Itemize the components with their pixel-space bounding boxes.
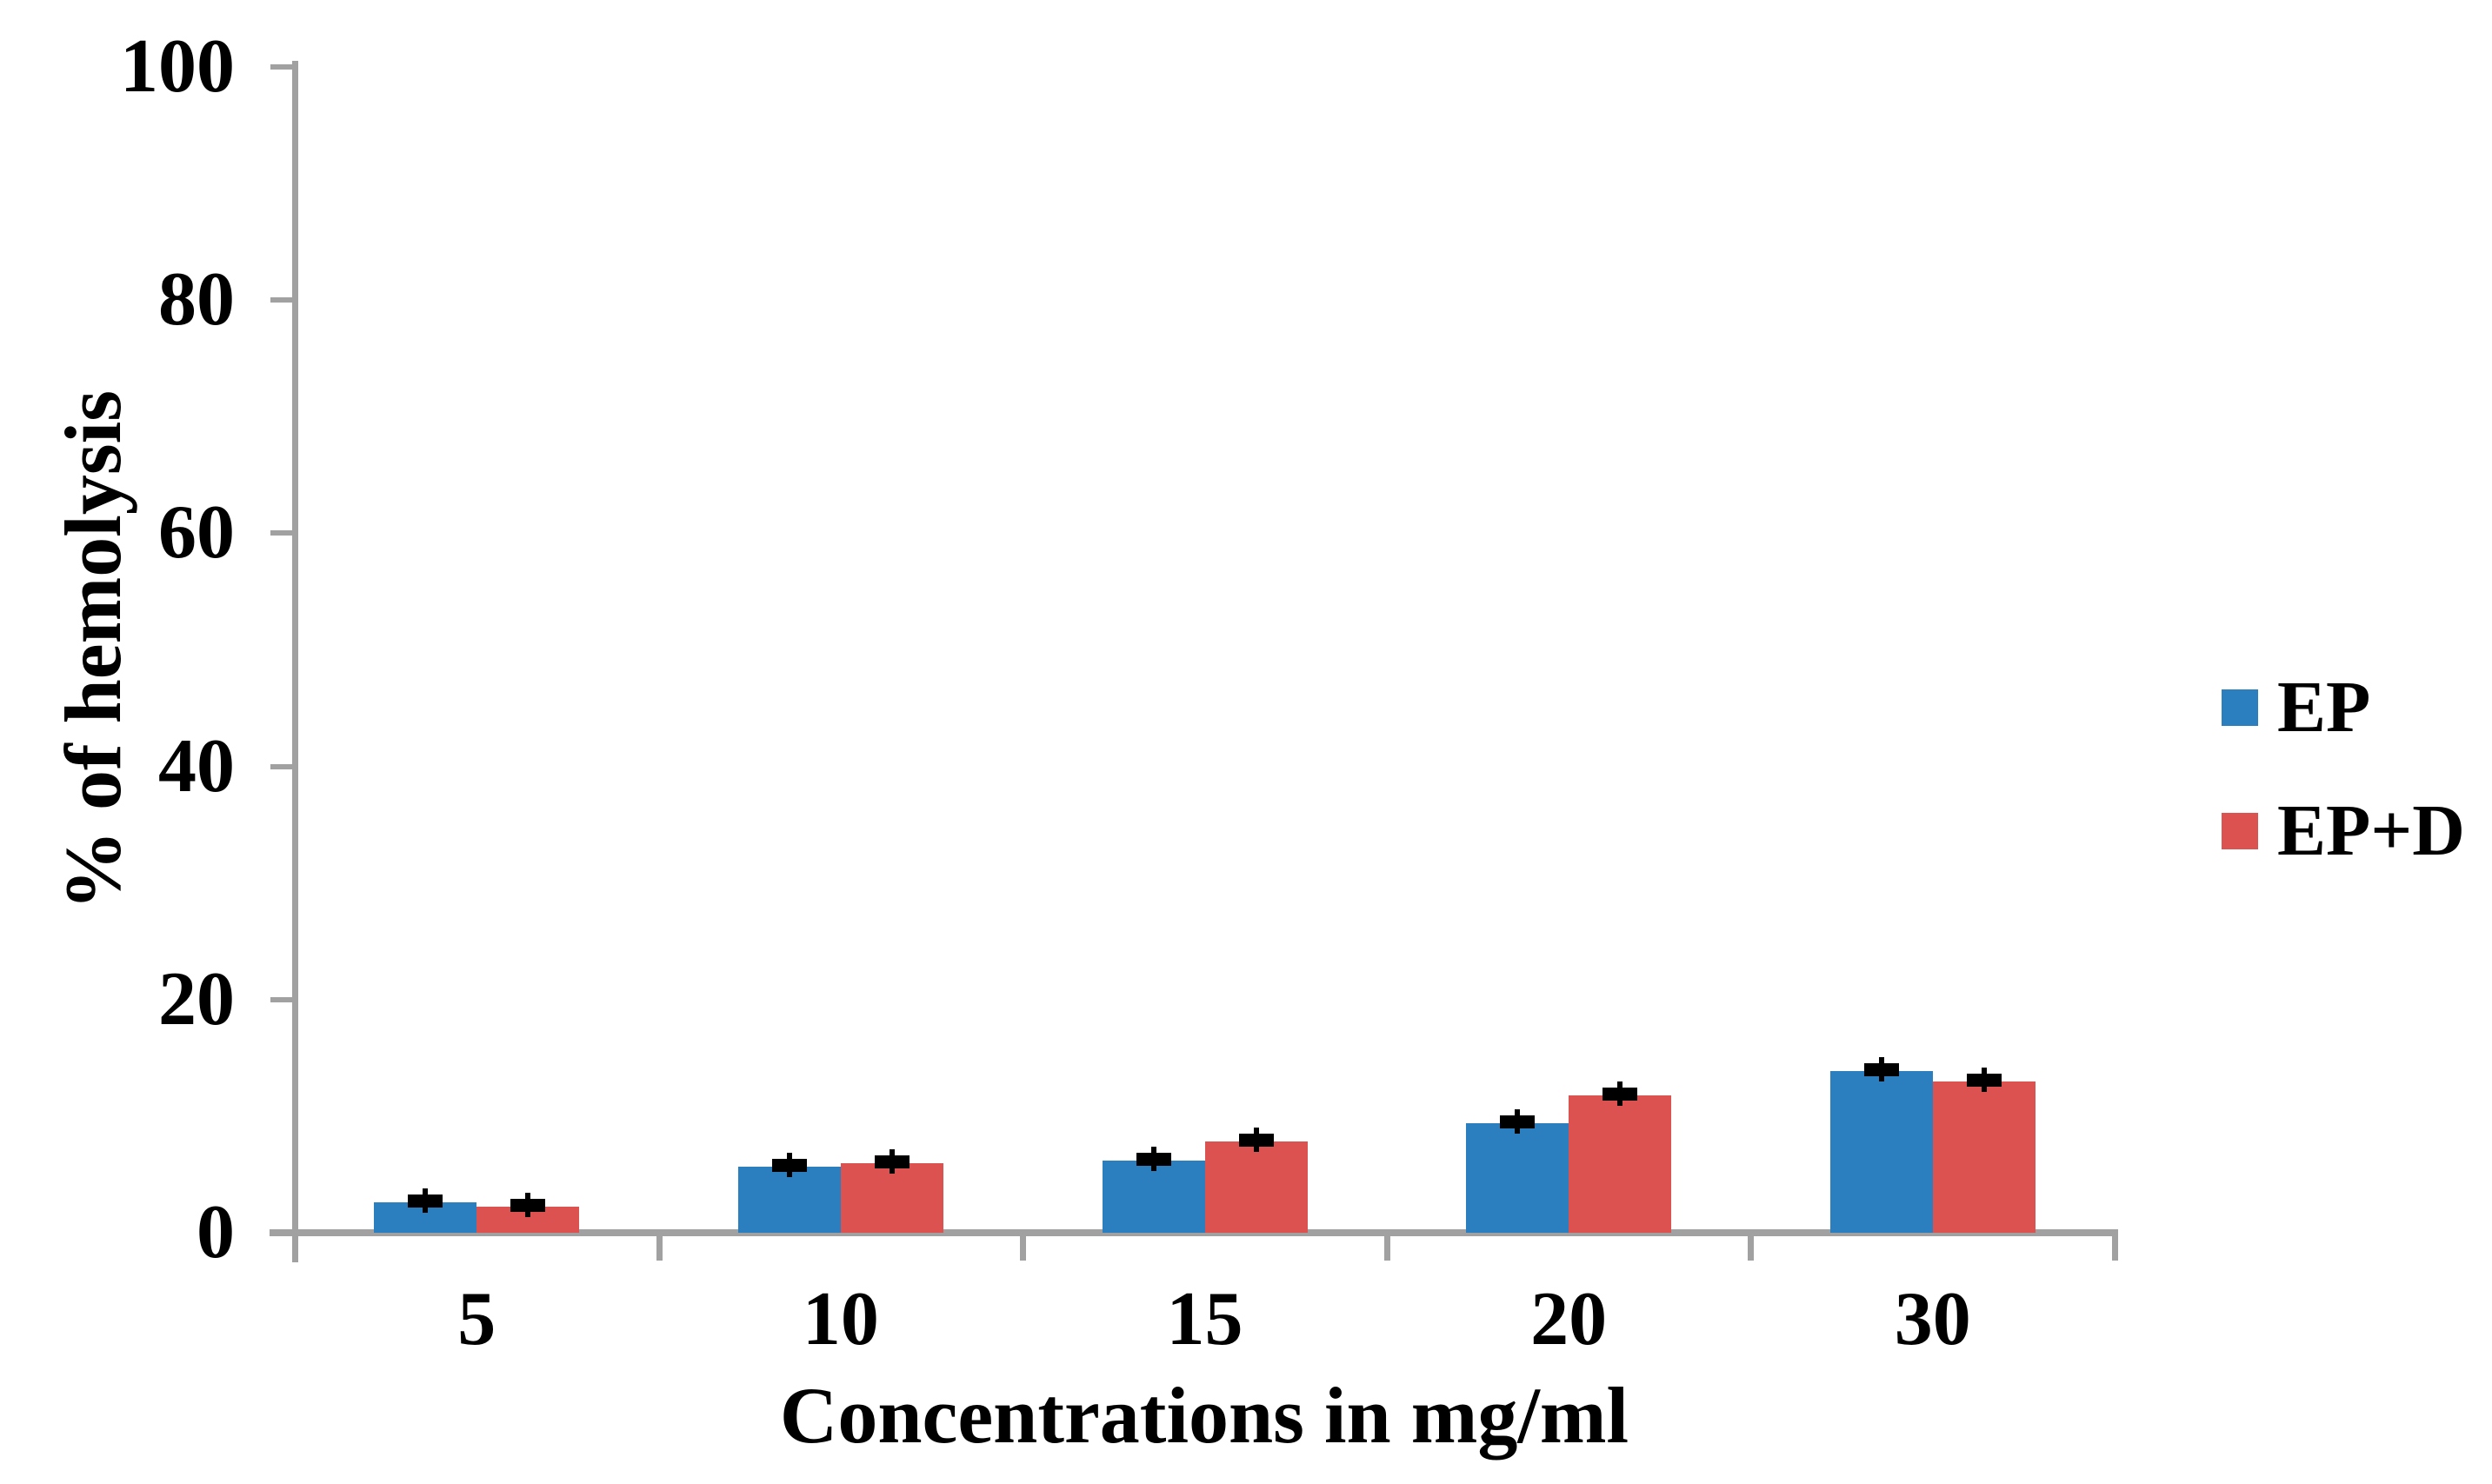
- y-tick: [270, 763, 295, 769]
- x-tick-label-15: 15: [1166, 1277, 1243, 1361]
- error-bar-cap-EP-30: [1863, 1062, 1899, 1076]
- error-bar-cap-EP+D-30: [1966, 1073, 2002, 1087]
- y-tick-label: 0: [197, 1190, 235, 1274]
- x-tick: [1020, 1233, 1027, 1261]
- y-tick: [270, 297, 295, 303]
- y-tick-label: 80: [158, 257, 235, 343]
- x-tick: [2112, 1233, 2118, 1261]
- error-bar-cap-EP+D-15: [1238, 1134, 1274, 1148]
- x-tick-label-10: 10: [802, 1277, 879, 1361]
- y-tick-label: 20: [158, 956, 235, 1041]
- bar-EP-30: [1829, 1070, 1933, 1233]
- x-axis-title: Concentrations in mg/ml: [779, 1371, 1629, 1460]
- y-tick: [270, 64, 295, 70]
- y-tick: [270, 996, 295, 1002]
- x-tick: [1383, 1233, 1390, 1261]
- error-bar-cap-EP-10: [771, 1158, 807, 1172]
- y-tick: [270, 1230, 295, 1235]
- error-bar-cap-EP-20: [1500, 1115, 1536, 1128]
- x-tick: [1748, 1233, 1755, 1261]
- legend-label-ep: EP: [2277, 667, 2371, 748]
- legend-label-ep-d: EP+D: [2277, 790, 2465, 871]
- bar-EP-10: [737, 1166, 841, 1233]
- y-tick: [270, 530, 295, 536]
- legend-swatch-ep-d: [2222, 813, 2258, 849]
- y-tick-label: 60: [158, 490, 235, 576]
- x-tick-label-20: 20: [1530, 1277, 1608, 1361]
- bar-EP+D-20: [1569, 1095, 1672, 1233]
- error-bar-cap-EP-5: [408, 1195, 443, 1208]
- x-tick: [292, 1233, 298, 1261]
- x-tick-label-5: 5: [457, 1277, 496, 1361]
- x-axis-line: [270, 1229, 2118, 1236]
- error-bar-cap-EP-15: [1136, 1152, 1171, 1166]
- error-bar-cap-EP+D-20: [1602, 1087, 1638, 1101]
- y-axis-title: % of hemolysis: [49, 390, 137, 910]
- bar-EP+D-15: [1204, 1141, 1308, 1233]
- y-axis-line: [292, 61, 298, 1262]
- legend-item-ep: EP: [2222, 669, 2370, 747]
- bar-EP+D-30: [1932, 1081, 2036, 1233]
- bar-EP-20: [1466, 1122, 1569, 1233]
- legend-swatch-ep: [2222, 689, 2258, 726]
- x-tick-label-30: 30: [1894, 1277, 1971, 1361]
- legend-item-ep-d: EP+D: [2222, 792, 2465, 870]
- x-tick: [656, 1233, 663, 1261]
- bar-EP-15: [1102, 1160, 1205, 1233]
- bar-EP+D-10: [840, 1162, 943, 1233]
- error-bar-cap-EP+D-10: [874, 1155, 910, 1168]
- y-tick-label: 100: [120, 24, 235, 109]
- error-bar-cap-EP+D-5: [510, 1199, 546, 1213]
- y-tick-label: 40: [158, 723, 235, 809]
